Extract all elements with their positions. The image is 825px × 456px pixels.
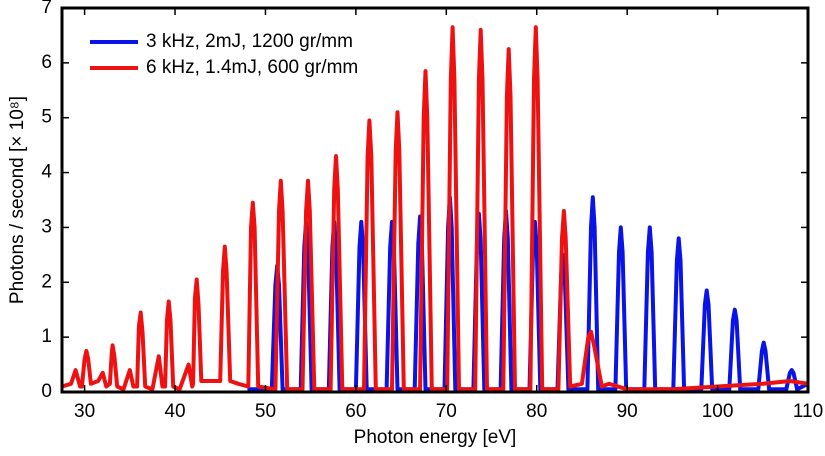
- x-axis-label: Photon energy [eV]: [354, 427, 517, 448]
- y-tick-label: 1: [41, 326, 52, 347]
- legend-label: 6 kHz, 1.4mJ, 600 gr/mm: [146, 57, 358, 78]
- y-tick-label: 0: [41, 381, 52, 402]
- x-tick-label: 50: [255, 401, 276, 422]
- legend-label: 3 kHz, 2mJ, 1200 gr/mm: [146, 31, 353, 52]
- y-tick-label: 7: [41, 0, 52, 18]
- y-tick-label: 3: [41, 216, 52, 237]
- series-line: [62, 25, 808, 392]
- y-tick-label: 4: [41, 162, 52, 183]
- y-axis-label: Photons / second [× 10⁸]: [7, 96, 28, 304]
- x-tick-label: 110: [793, 401, 823, 422]
- y-tick-label: 2: [41, 271, 52, 292]
- x-tick-label: 60: [345, 401, 366, 422]
- y-tick-label: 6: [41, 52, 52, 73]
- x-tick-label: 90: [617, 401, 638, 422]
- x-tick-label: 70: [436, 401, 457, 422]
- plot-frame: [60, 6, 810, 394]
- x-tick-label: 80: [526, 401, 547, 422]
- x-tick-label: 40: [164, 401, 185, 422]
- x-tick-label: 30: [74, 401, 95, 422]
- y-tick-label: 5: [41, 107, 52, 128]
- x-tick-label: 100: [702, 401, 734, 422]
